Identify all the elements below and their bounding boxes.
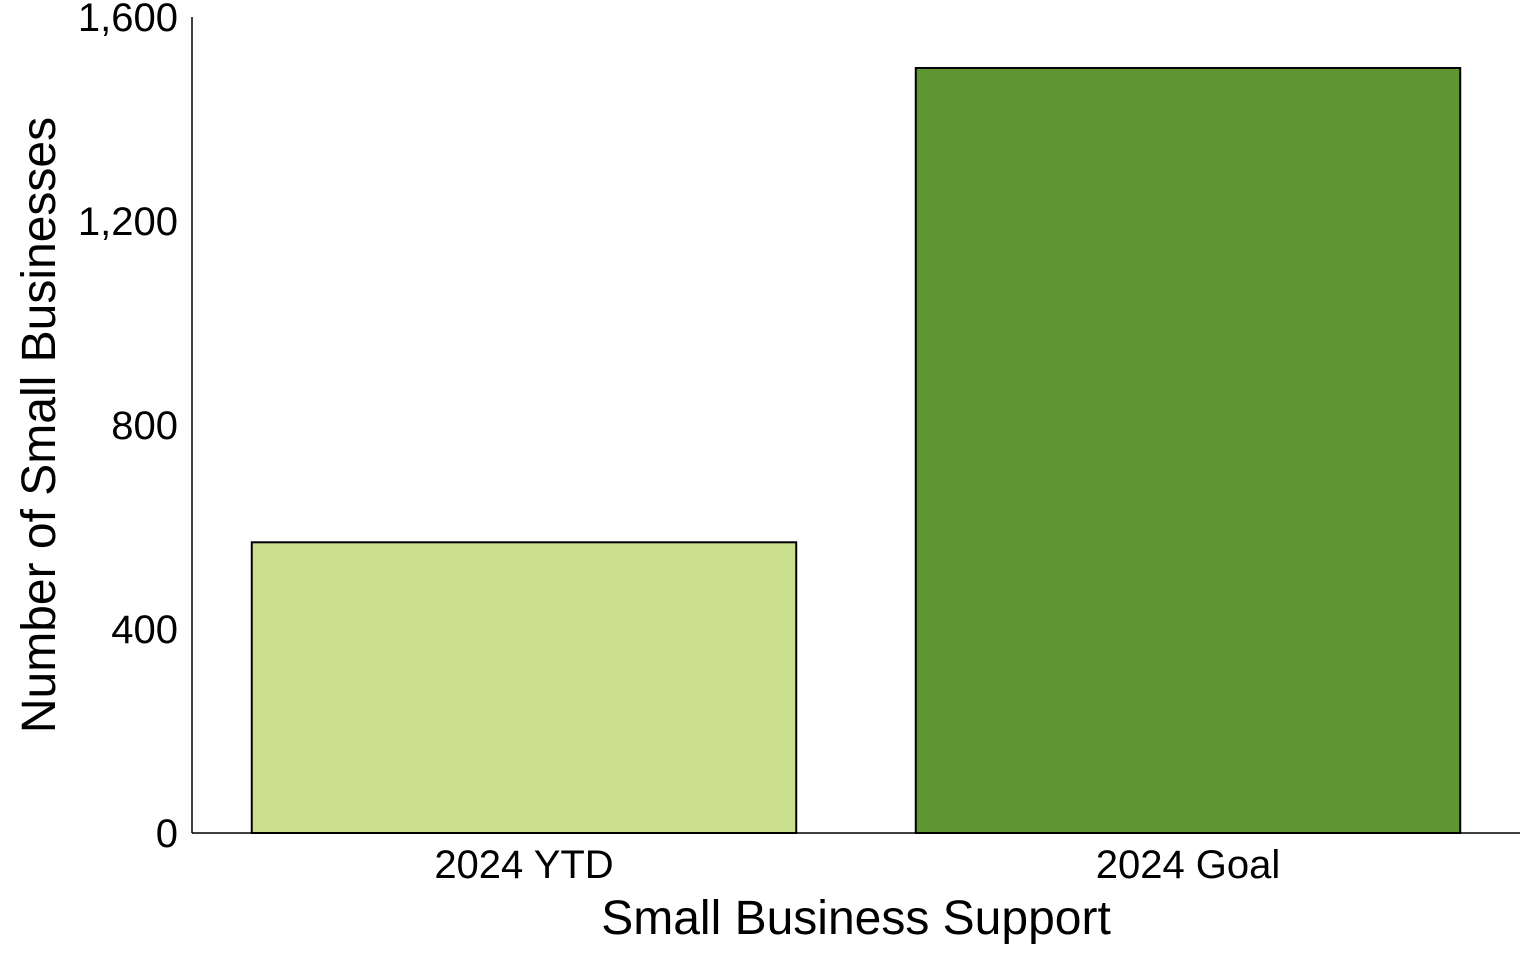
y-axis-title: Number of Small Businesses [13, 117, 66, 733]
y-tick-label: 1,600 [78, 0, 178, 40]
bar-2024-ytd [250, 541, 798, 834]
y-tick-labels: 0 400 800 1,200 1,600 [78, 0, 178, 856]
y-tick-label: 800 [111, 404, 178, 448]
x-tick-labels: 2024 YTD 2024 Goal [434, 843, 1280, 887]
bars [250, 67, 1462, 834]
y-tick-label: 400 [111, 608, 178, 652]
x-axis-title: Small Business Support [601, 892, 1111, 945]
bar-2024-goal [914, 67, 1462, 834]
y-tick-label: 0 [156, 812, 178, 856]
x-tick-label: 2024 YTD [434, 843, 613, 887]
x-tick-label: 2024 Goal [1096, 843, 1281, 887]
y-tick-label: 1,200 [78, 200, 178, 244]
